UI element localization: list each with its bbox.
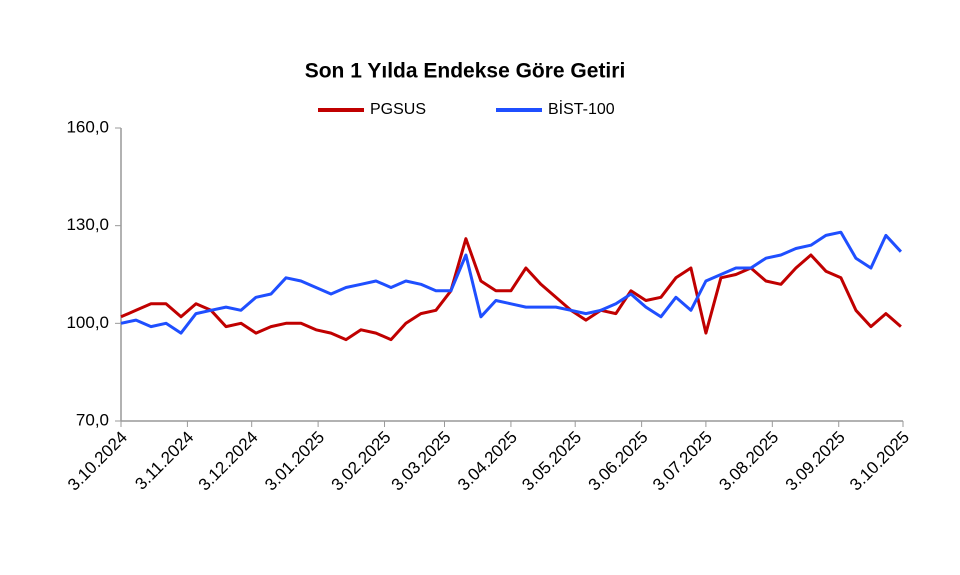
x-tick-label: 3.04.2025 [454,428,521,495]
x-tick-label: 3.10.2025 [846,428,913,495]
x-tick-label: 3.01.2025 [261,428,328,495]
x-tick-label: 3.10.2024 [64,428,131,495]
legend: PGSUS BİST-100 [318,99,615,118]
legend-label: PGSUS [370,101,426,118]
y-tick-label: 100,0 [66,313,109,332]
x-tick-label: 3.11.2024 [131,428,197,494]
legend-label: BİST-100 [548,99,615,118]
x-tick-label: 3.03.2025 [388,428,455,495]
chart-title: Son 1 Yılda Endekse Göre Getiri [305,60,626,83]
x-tick-label: 3.08.2025 [715,428,782,495]
series-line [120,237,902,342]
series-line [120,230,903,335]
y-tick-label: 130,0 [66,215,109,234]
y-tick-label: 160,0 [66,117,109,136]
x-tick-label: 3.09.2025 [782,428,849,495]
x-tick-label: 3.02.2025 [328,428,395,495]
x-tick-label: 3.06.2025 [585,428,652,495]
x-tick-label: 3.07.2025 [649,428,716,495]
x-tick-label: 3.05.2025 [518,428,585,495]
x-tick-label: 3.12.2024 [195,428,262,495]
y-tick-label: 70,0 [76,410,109,429]
